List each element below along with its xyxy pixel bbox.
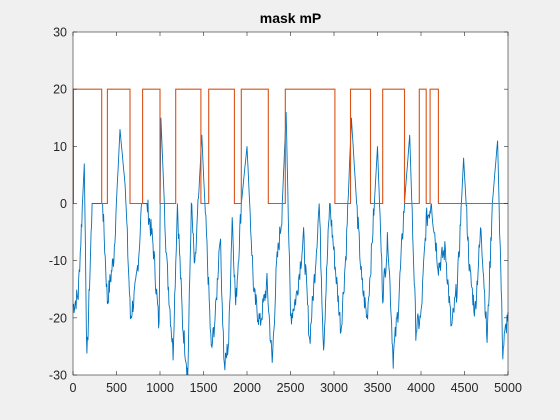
y-tick-label: -10 — [49, 254, 67, 268]
x-tick-label: 0 — [70, 381, 77, 395]
x-tick-label: 500 — [106, 381, 127, 395]
chart-title: mask mP — [260, 10, 321, 26]
x-tick-label: 3000 — [320, 381, 348, 395]
y-tick-label: -30 — [49, 369, 67, 383]
y-tick-label: 20 — [53, 83, 67, 97]
x-tick-label: 3500 — [364, 381, 392, 395]
y-tick-label: 10 — [53, 140, 67, 154]
x-tick-label: 1500 — [190, 381, 218, 395]
y-tick-label: 30 — [53, 26, 67, 40]
x-tick-label: 4500 — [451, 381, 479, 395]
x-tick-label: 2000 — [233, 381, 261, 395]
y-tick-label: -20 — [49, 311, 67, 325]
x-tick-label: 1000 — [146, 381, 174, 395]
y-tick-label: 0 — [60, 197, 67, 211]
x-tick-label: 2500 — [277, 381, 305, 395]
x-tick-label: 4000 — [407, 381, 435, 395]
x-tick-label: 5000 — [494, 381, 522, 395]
